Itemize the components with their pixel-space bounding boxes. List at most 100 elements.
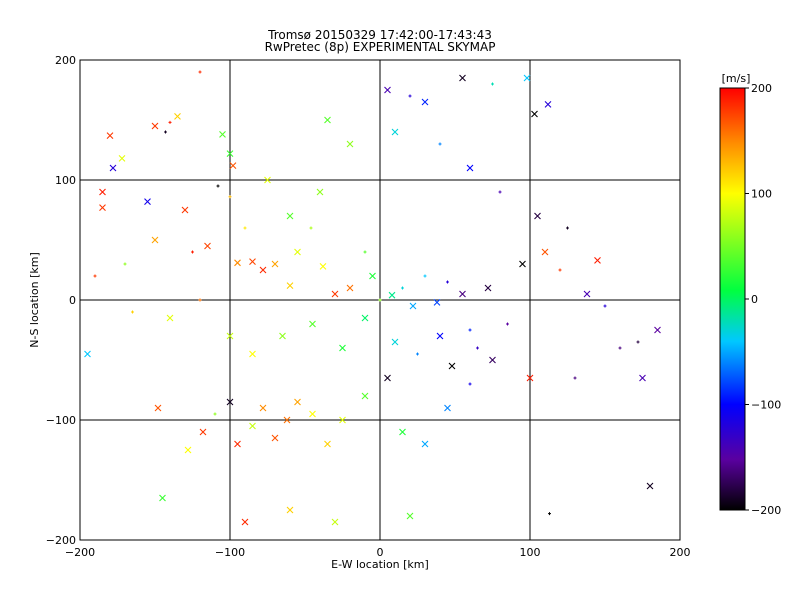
scatter-point [118,155,126,162]
scatter-point [234,259,241,267]
x-tick-label: −100 [215,546,245,559]
scatter-point [361,314,369,322]
x-axis-label: E-W location [km] [331,558,429,571]
scatter-point [573,376,577,380]
scatter-point [216,184,220,188]
scatter-point [151,236,159,244]
scatter-point [294,398,301,406]
scatter-point [541,248,549,256]
colorbar-tick-label: −100 [751,399,781,412]
scatter-point [408,94,412,98]
scatter-point [309,320,316,328]
colorbar-tick-label: 0 [751,293,758,306]
x-tick-label: 200 [670,546,691,559]
scatter-point [468,328,472,332]
scatter-point [191,250,194,254]
scatter-point [331,518,339,526]
scatter-point [531,110,538,118]
scatter-point [506,322,509,326]
scatter-point [271,434,279,442]
scatter-point [286,282,294,289]
scatter-point [226,398,234,406]
scatter-point [249,350,256,358]
y-tick-label: −200 [46,534,76,547]
scatter-point [433,299,441,306]
colorbar-label: [m/s] [722,72,751,85]
scatter-point [249,258,256,265]
colorbar-ticks: 200 100 0 −100 −200 [745,82,781,517]
scatter-point [346,284,354,292]
y-tick-label: −100 [46,414,76,427]
scatter-point [226,332,234,340]
scatter-point [243,226,247,230]
y-tick-label: 0 [69,294,76,307]
scatter-point [409,302,417,310]
scatter-point [259,404,267,412]
scatter-point [198,70,202,74]
scatter-point [444,404,451,412]
scatter-point [639,374,646,382]
scatter-point [164,130,167,134]
scatter-point [229,162,237,169]
scatter-point [159,494,166,502]
scatter-point [339,416,346,424]
scatter-point [309,226,313,230]
scatter-point [361,392,369,400]
scatter-point [316,188,324,196]
scatter-point [459,74,466,82]
scatter-point [384,374,391,382]
scatter-point [566,226,569,230]
scatter-point [448,362,456,370]
scatter-point [378,298,382,302]
scatter-point [391,338,399,346]
scatter-point [526,374,534,382]
colorbar-tick-label: 200 [751,82,772,95]
scatter-point [234,440,241,448]
scatter-point [558,268,562,272]
chart-subtitle: RwPretec (8p) EXPERIMENTAL SKYMAP [264,40,496,54]
scatter-point [294,248,301,256]
scatter-point [436,332,444,340]
scatter-point [319,263,327,270]
scatter-point [99,204,106,211]
colorbar-tick-label: −200 [751,504,781,517]
y-axis-ticks: −200 −100 0 100 200 [46,54,76,547]
scatter-point [181,206,189,214]
scatter-point [534,212,541,220]
scatter-point [384,86,391,94]
scatter-point [331,290,339,298]
scatter-point [228,195,232,199]
plot-frame [79,59,681,541]
scatter-point [264,176,271,184]
scatter-point [438,142,442,146]
scatter-point [416,352,419,356]
scatter-point [279,332,286,340]
y-tick-label: 100 [55,174,76,187]
scatter-point [123,262,127,266]
scatter-point [151,122,159,130]
scatter-point [421,440,429,448]
scatter-point [199,428,207,436]
scatter-point [468,382,472,386]
scatter-point [548,512,551,516]
scatter-point [213,412,217,416]
scatter-point [93,274,97,278]
scatter-point [423,274,427,278]
scatter-point [654,326,661,334]
scatter-point [636,340,640,344]
scatter-point [271,260,279,268]
scatter-point [168,120,172,124]
x-tick-label: 100 [520,546,541,559]
scatter-point [286,212,294,220]
scatter-point [286,506,294,514]
scatter-point [399,428,406,436]
scatter-point [324,116,331,124]
scatter-point [106,132,114,139]
scatter-point [544,101,552,108]
scatter-point [259,266,267,274]
scatter-point [476,346,479,350]
scatter-point [484,284,492,292]
scatter-point [401,286,404,290]
scatter-point [646,482,654,490]
